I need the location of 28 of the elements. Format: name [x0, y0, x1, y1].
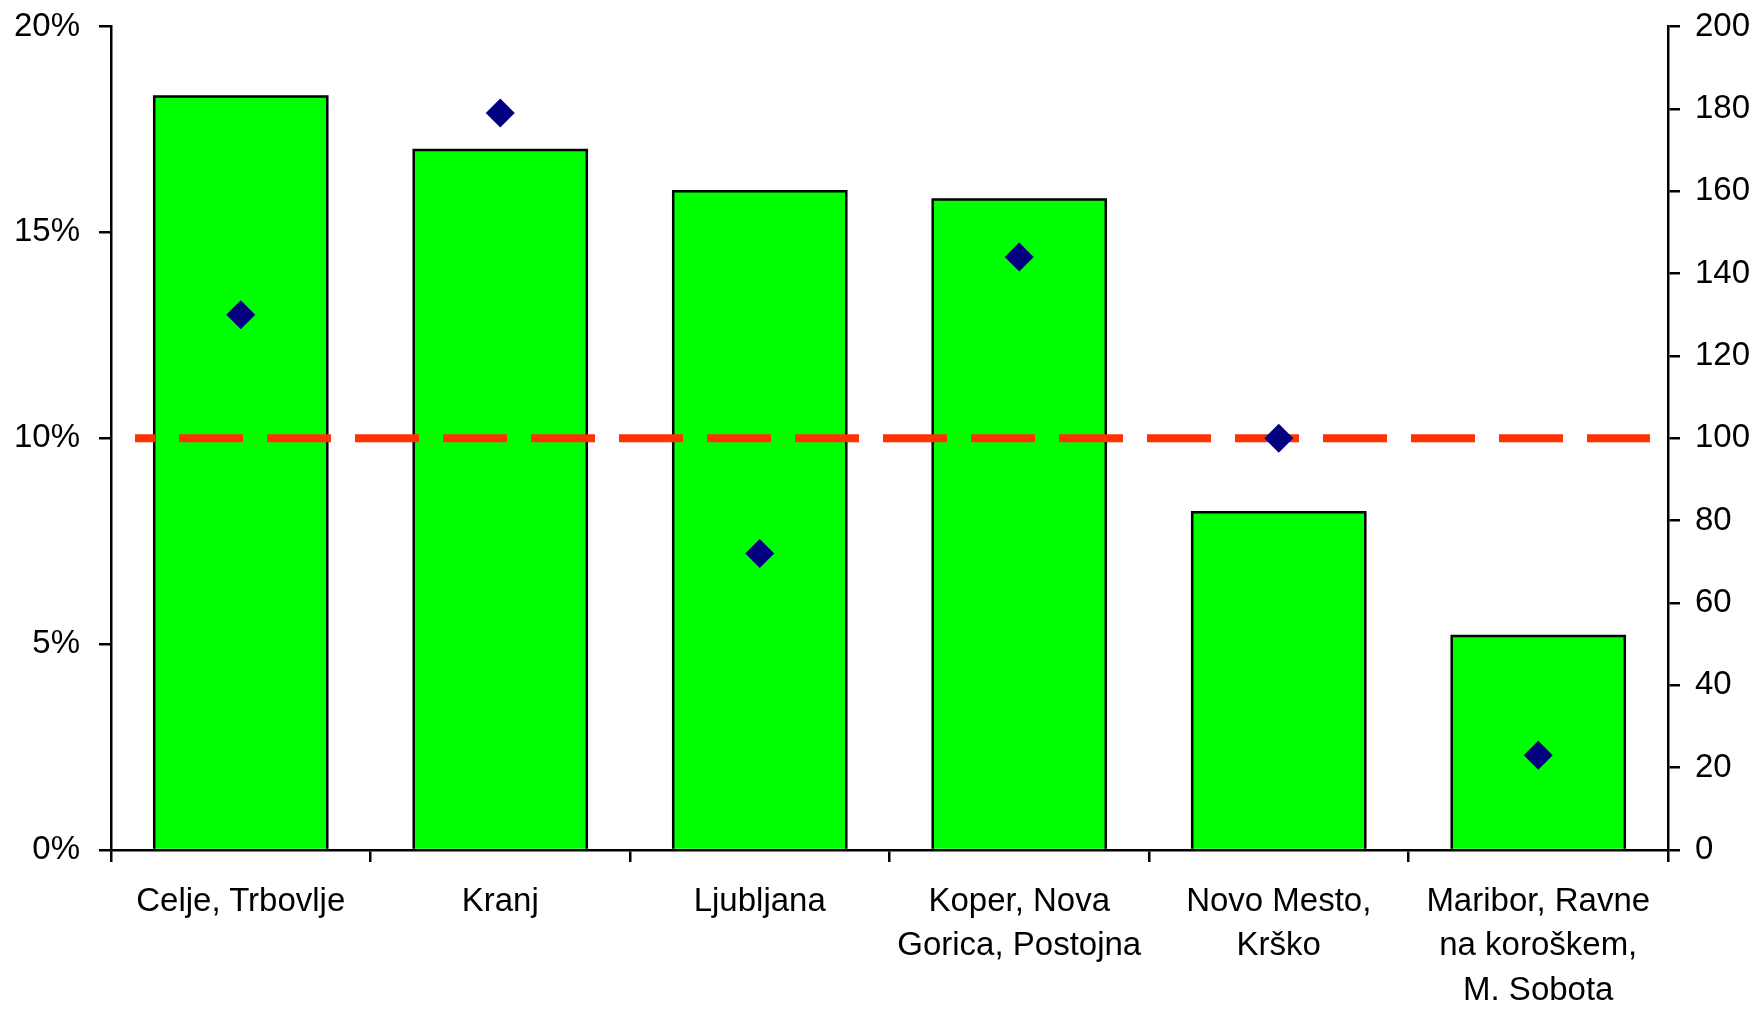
x-tick-label: Novo Mesto, Krško: [1186, 880, 1372, 963]
point: [226, 300, 256, 330]
x-tick-label: Celje, Trbovlje: [136, 880, 346, 918]
point: [1264, 423, 1294, 453]
y-tick-label: 15%: [13, 211, 80, 249]
y2-tick-label: 0: [1695, 829, 1714, 867]
y2-tick-label: 120: [1695, 334, 1751, 372]
point: [745, 539, 775, 569]
point: [1004, 242, 1034, 272]
y2-tick-label: 100: [1695, 417, 1751, 455]
point: [485, 98, 515, 128]
y2-tick-label: 200: [1695, 5, 1751, 43]
y-tick-label: 0%: [32, 829, 80, 867]
y-tick-label: 10%: [13, 417, 80, 455]
x-tick-label: Maribor, Ravne na koroškem, M. Sobota: [1426, 880, 1651, 1008]
y2-tick-label: 60: [1695, 582, 1732, 620]
y-tick-label: 5%: [32, 623, 80, 661]
y2-tick-label: 40: [1695, 664, 1732, 702]
y2-tick-label: 180: [1695, 87, 1751, 125]
y2-tick-label: 80: [1695, 499, 1732, 537]
y-tick-label: 20%: [13, 5, 80, 43]
point: [1523, 740, 1553, 770]
x-tick-label: Koper, Nova Gorica, Postojna: [897, 880, 1142, 963]
x-tick-label: Ljubljana: [693, 880, 827, 918]
y2-tick-label: 20: [1695, 746, 1732, 784]
y2-tick-label: 160: [1695, 170, 1751, 208]
x-tick-label: Kranj: [461, 880, 539, 918]
y2-tick-label: 140: [1695, 252, 1751, 290]
